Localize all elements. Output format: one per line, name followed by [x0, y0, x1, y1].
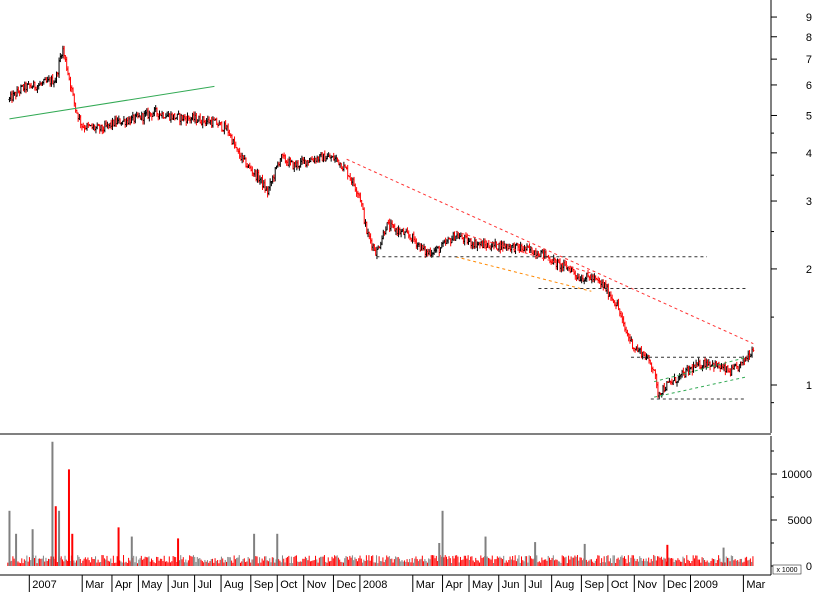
- x-tick-label: Oct: [280, 579, 297, 591]
- x-tick-label: Mar: [416, 579, 435, 591]
- volume-multiplier-label: x 1000: [776, 567, 797, 574]
- x-axis: 2007 Mar Apr May Jun Jul Aug Sep Oct Nov Dec 2008 Ma…: [28, 575, 766, 592]
- chart-frame: [0, 433, 771, 576]
- price-y-tick-label: 8: [806, 32, 812, 44]
- x-tick-label: Jun: [502, 579, 520, 591]
- x-tick-label: Aug: [555, 579, 575, 591]
- price-y-tick-label: 4: [806, 148, 812, 160]
- x-tick-label: Dec: [336, 579, 356, 591]
- x-tick-label: Jul: [528, 579, 542, 591]
- x-tick-label: May: [472, 579, 493, 591]
- trendline-9: [654, 356, 747, 383]
- trendline-3: [455, 256, 592, 292]
- x-tick-label: Apr: [446, 579, 463, 591]
- volume-y-tick-label: 0: [806, 561, 812, 573]
- x-tick-label: Sep: [254, 579, 274, 591]
- trendline-0: [9, 85, 215, 120]
- x-tick-label: Jul: [198, 579, 212, 591]
- x-tick-label: Oct: [611, 579, 628, 591]
- x-tick-label: Nov: [307, 579, 327, 591]
- trendline-1: [346, 158, 754, 345]
- x-tick-label: May: [141, 579, 162, 591]
- volume-y-tick-label: 5000: [788, 515, 812, 527]
- x-tick-label: 2008: [363, 579, 387, 591]
- x-tick-label: Jun: [171, 579, 189, 591]
- price-y-tick-label: 9: [806, 12, 812, 24]
- x-tick-label: 2007: [32, 579, 56, 591]
- trendline-8: [654, 376, 747, 398]
- x-tick-label: 2009: [694, 579, 718, 591]
- price-y-tick-label: 2: [806, 264, 812, 276]
- x-tick-label: Dec: [667, 579, 687, 591]
- x-tick-label: Mar: [746, 579, 765, 591]
- price-y-tick-label: 7: [806, 54, 812, 66]
- price-y-tick-label: 3: [806, 196, 812, 208]
- x-tick-label: Nov: [637, 579, 657, 591]
- x-tick-label: Apr: [115, 579, 132, 591]
- x-tick-label: Sep: [584, 579, 604, 591]
- price-y-tick-label: 5: [806, 110, 812, 122]
- x-tick-label: Aug: [224, 579, 244, 591]
- x-tick-label: Mar: [85, 579, 104, 591]
- price-y-tick-label: 1: [806, 380, 812, 392]
- volume-y-tick-label: 10000: [781, 469, 812, 481]
- price-panel: 1 2 3 4 5 6 7 8 9: [8, 0, 812, 433]
- volume-panel: 0 5000 10000 x 1000: [7, 436, 812, 575]
- price-y-tick-label: 6: [806, 80, 812, 92]
